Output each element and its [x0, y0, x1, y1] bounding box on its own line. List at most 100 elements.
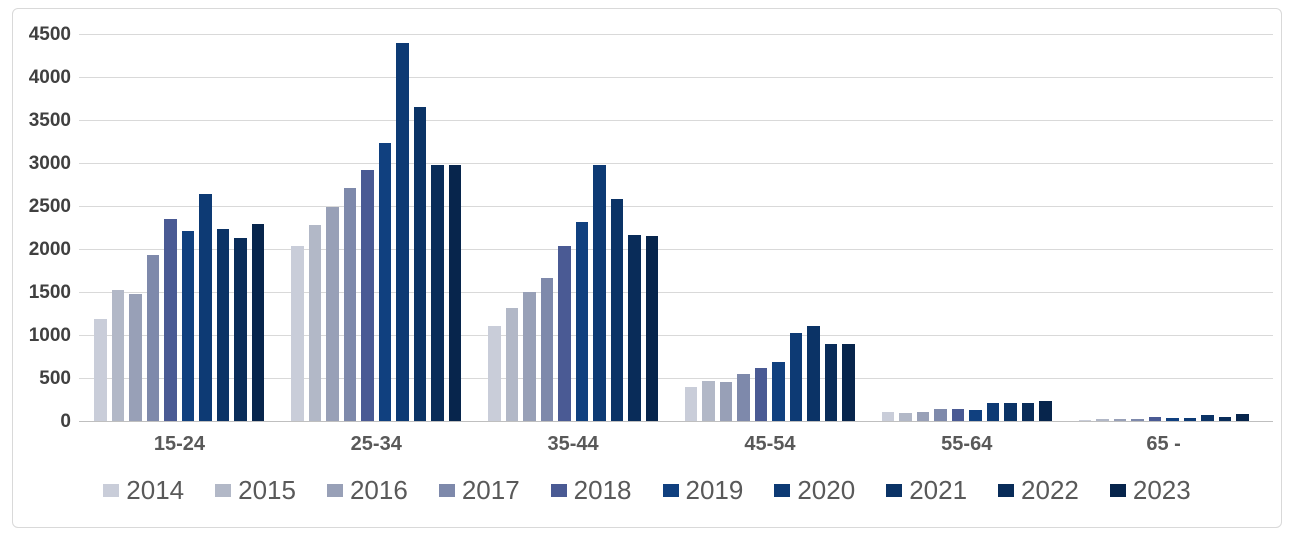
bar-2023-65-: [1236, 414, 1249, 421]
bar-2019-55-64: [969, 410, 982, 421]
legend-item-2016: 2016: [326, 477, 408, 503]
legend-swatch-icon: [326, 483, 343, 497]
bar-2019-25-34: [378, 143, 392, 421]
legend-label: 2014: [126, 475, 185, 505]
y-axis-tick-label: 2500: [28, 196, 71, 217]
legend-label: 2019: [685, 475, 744, 505]
bar-2016-45-54: [719, 382, 733, 421]
bar-2018-55-64: [951, 409, 965, 421]
bar-2017-25-34: [343, 188, 357, 421]
legend-label: 2015: [238, 475, 296, 505]
bar-2019-35-44: [575, 222, 589, 421]
y-axis-tick-label: 1500: [28, 282, 71, 303]
x-axis-category-label: 55-64: [941, 433, 993, 455]
bar-2014-35-44: [488, 326, 501, 421]
bar-2016-55-64: [916, 412, 930, 421]
bar-2014-25-34: [291, 246, 304, 421]
legend-label: 2018: [573, 475, 632, 505]
y-axis-tick-label: 0: [60, 411, 71, 432]
x-axis-baseline: [79, 421, 1273, 422]
gridline: [79, 292, 1273, 293]
bar-2016-35-44: [523, 292, 536, 421]
legend-label: 2021: [909, 475, 968, 505]
gridline: [79, 163, 1273, 164]
legend-item-2017: 2017: [438, 477, 520, 503]
bar-2022-55-64: [1021, 403, 1035, 421]
x-axis-category-label: 15-24: [153, 433, 205, 455]
bar-2014-65-: [1078, 420, 1092, 421]
legend-item-2020: 2020: [774, 477, 855, 503]
legend-swatch-icon: [1109, 483, 1126, 497]
gridline: [79, 77, 1273, 78]
legend-item-2014: 2014: [103, 477, 184, 503]
gridline: [79, 335, 1273, 336]
bar-2023-25-34: [448, 165, 462, 421]
legend-item-2023: 2023: [1109, 475, 1191, 505]
bar-2021-65-: [1201, 415, 1214, 421]
bar-chart-plot-area: 0 500 1000 1500 2000 2500 3000 3500 4000 4500 15-2…: [13, 9, 1281, 527]
bar-2015-35-44: [505, 308, 519, 421]
chart-legend: 2014 2015 2016 2017 2018 2019 2020 2021 2022 2023: [13, 477, 1281, 503]
bar-2018-25-34: [361, 170, 374, 421]
bar-2017-45-54: [737, 374, 750, 421]
y-axis-tick-label: 3000: [28, 153, 71, 174]
x-axis-category-label: 35-44: [547, 433, 599, 455]
legend-item-2022: 2022: [998, 477, 1079, 503]
bar-2020-25-34: [396, 43, 409, 421]
y-axis-tick-label: 4500: [28, 24, 71, 45]
bar-2016-25-34: [326, 207, 339, 421]
y-axis-tick-label: 1000: [28, 325, 71, 346]
legend-swatch-icon: [438, 483, 455, 497]
chart-card: 0 500 1000 1500 2000 2500 3000 3500 4000 4500 15-2…: [12, 8, 1282, 528]
legend-item-2015: 2015: [215, 477, 296, 503]
bar-2016-65-: [1113, 419, 1127, 421]
bar-2014-45-54: [684, 387, 698, 421]
bar-2023-45-54: [842, 344, 855, 421]
bar-2014-55-64: [881, 412, 895, 421]
y-axis-tick-label: 500: [39, 368, 71, 389]
bar-2015-15-24: [111, 290, 125, 421]
bar-2022-25-34: [431, 165, 444, 421]
bar-2017-65-: [1131, 419, 1144, 421]
bar-2014-15-24: [94, 319, 107, 421]
y-axis-tick-label: 4000: [28, 67, 71, 88]
bar-2017-15-24: [146, 255, 160, 421]
bar-2016-15-24: [129, 294, 142, 421]
legend-item-2021: 2021: [886, 477, 967, 503]
legend-swatch-icon: [103, 483, 120, 497]
gridline: [79, 120, 1273, 121]
legend-swatch-icon: [215, 483, 232, 497]
bar-2021-35-44: [610, 199, 624, 421]
bar-2023-55-64: [1039, 401, 1052, 421]
bar-2021-15-24: [216, 229, 230, 421]
legend-swatch-icon: [662, 483, 679, 497]
bar-2018-35-44: [558, 246, 571, 421]
gridline: [79, 34, 1273, 35]
gridline: [79, 249, 1273, 250]
bar-2018-65-: [1148, 417, 1162, 421]
legend-swatch-icon: [886, 483, 903, 497]
bar-2017-55-64: [934, 409, 947, 421]
bar-2017-35-44: [540, 278, 554, 421]
legend-label: 2020: [797, 475, 856, 505]
bar-2020-55-64: [986, 403, 1000, 421]
bar-2019-65-: [1166, 418, 1179, 421]
legend-label: 2022: [1021, 475, 1079, 505]
x-axis-category-label: 65 -: [1146, 433, 1181, 455]
legend-swatch-icon: [998, 483, 1015, 497]
bar-2015-65-: [1096, 419, 1109, 421]
bar-2022-35-44: [628, 235, 641, 421]
bar-2023-15-24: [251, 224, 265, 421]
legend-label: 2023: [1132, 475, 1191, 505]
bar-2022-45-54: [824, 344, 838, 421]
legend-swatch-icon: [550, 483, 567, 497]
bar-2015-25-34: [308, 225, 322, 421]
bar-2019-15-24: [181, 231, 195, 421]
y-axis-tick-label: 2000: [28, 239, 71, 260]
gridline: [79, 378, 1273, 379]
gridline: [79, 206, 1273, 207]
bar-2015-55-64: [899, 413, 912, 421]
y-axis-tick-label: 3500: [28, 110, 71, 131]
bar-2021-55-64: [1004, 403, 1017, 421]
